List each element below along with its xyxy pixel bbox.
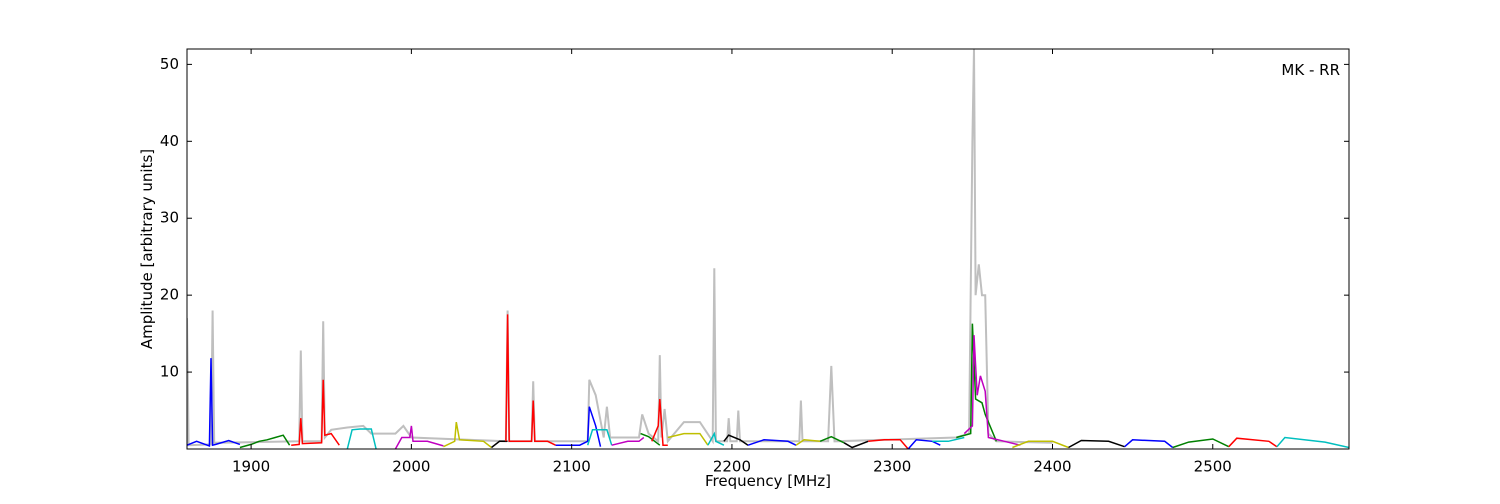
- x-tick-label: 2000: [392, 458, 430, 476]
- y-tick-label: 50: [160, 55, 179, 73]
- series-line: [1012, 440, 1069, 449]
- series-line: [346, 428, 377, 449]
- series-line: [505, 314, 556, 446]
- series-line: [394, 425, 444, 449]
- y-axis-label: Amplitude [arbitrary units]: [138, 149, 156, 349]
- series-line: [187, 49, 1053, 447]
- series-line: [868, 439, 909, 449]
- series-line: [1172, 438, 1230, 449]
- series-line: [795, 439, 821, 446]
- series-line: [291, 379, 340, 446]
- series-line: [443, 421, 492, 449]
- series-line: [819, 435, 845, 444]
- series-line: [907, 439, 941, 449]
- x-tick-label: 1900: [232, 458, 270, 476]
- series-line: [1228, 437, 1278, 448]
- x-tick-label: 2500: [1194, 458, 1232, 476]
- y-tick-label: 30: [160, 209, 179, 227]
- series-line: [1068, 439, 1125, 449]
- annotation: MK - RR: [1281, 61, 1340, 79]
- series-line: [707, 431, 725, 446]
- series-line: [611, 436, 645, 446]
- series-line: [491, 440, 508, 449]
- series-line: [651, 398, 668, 446]
- x-tick-label: 2200: [713, 458, 751, 476]
- series-line: [932, 436, 965, 443]
- series-line: [956, 323, 998, 442]
- x-tick-label: 2400: [1033, 458, 1071, 476]
- series-line: [187, 358, 241, 447]
- series-line: [723, 434, 749, 446]
- series-line: [747, 439, 797, 446]
- y-tick-label: 40: [160, 132, 179, 150]
- x-tick-label: 2100: [553, 458, 591, 476]
- series-line: [640, 432, 661, 446]
- series-line: [667, 432, 709, 446]
- x-axis-label: Frequency [MHz]: [705, 472, 831, 490]
- plot-frame: [186, 48, 1350, 450]
- y-tick-label: 20: [160, 286, 179, 304]
- series-line: [1276, 436, 1349, 449]
- series-line: [586, 429, 613, 446]
- series-line: [843, 440, 869, 449]
- x-tick-label: 2300: [873, 458, 911, 476]
- series-line: [1124, 439, 1174, 449]
- series-line: [963, 335, 1021, 446]
- y-tick-label: 10: [160, 363, 179, 381]
